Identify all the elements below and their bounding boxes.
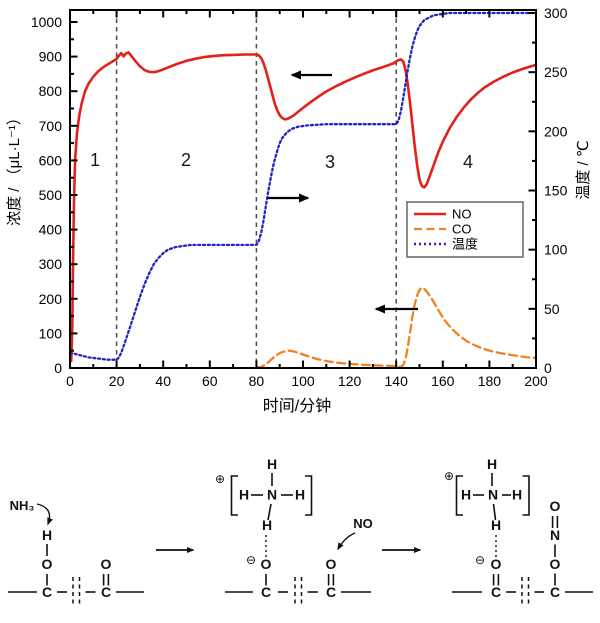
atom-label-h: H — [487, 456, 497, 472]
y-left-tick-label: 800 — [39, 83, 63, 99]
y-right-tick-label: 150 — [544, 183, 568, 199]
structure-ammonium-nitrite: ⊕ H H N H H ⊖ O C C O N O — [444, 456, 593, 607]
x-tick-label: 180 — [478, 373, 502, 389]
atom-label-c: C — [261, 584, 271, 600]
y-left-tick-label: 100 — [39, 325, 63, 341]
atom-label-h: H — [239, 487, 249, 503]
x-tick-label: 160 — [431, 373, 455, 389]
plot-area: 0 20 40 60 80 100 120 140 160 180 2000100200300400… — [31, 5, 568, 389]
no-label: NO — [353, 516, 373, 531]
atom-label-n: N — [488, 487, 498, 503]
atom-label-o: O — [42, 556, 53, 572]
legend-box — [406, 201, 524, 258]
structure-surface-hydroxyl-carbonyl: NH₃ H O C C O — [8, 498, 144, 607]
atom-label-o: O — [491, 556, 502, 572]
atom-label-c: C — [326, 584, 336, 600]
atom-label-h: H — [267, 456, 277, 472]
series-line-temp — [68, 11, 538, 361]
region-label-3: 3 — [325, 152, 335, 172]
plus-charge: ⊕ — [444, 469, 454, 483]
x-tick-label: 120 — [338, 373, 362, 389]
atom-label-n: N — [550, 527, 560, 543]
legend: NO CO 温度 — [406, 201, 524, 258]
atom-label-c: C — [101, 584, 111, 600]
reaction-mechanism-diagram: NH₃ H O C C O ⊕ H H N H H ⊖ O C — [8, 456, 593, 607]
minus-charge: ⊖ — [246, 553, 256, 567]
nh3-attack-arrow-icon — [36, 503, 53, 526]
y-right-tick-label: 200 — [544, 123, 568, 139]
x-tick-label: 140 — [385, 373, 409, 389]
atom-label-h: H — [42, 527, 52, 543]
x-axis-title: 时间/分钟 — [263, 397, 331, 415]
series-line-co — [255, 286, 538, 369]
bond-n-h — [267, 503, 272, 521]
y-left-tick-label: 600 — [39, 152, 63, 168]
atom-label-o: O — [550, 498, 561, 514]
x-tick-label: 40 — [155, 373, 171, 389]
region-label-1: 1 — [90, 150, 100, 170]
y-left-axis-title: 浓度 / （μL·L⁻¹） — [6, 110, 23, 226]
x-tick-label: 0 — [66, 373, 74, 389]
region-label-4: 4 — [463, 152, 473, 172]
y-left-tick-label: 500 — [39, 187, 63, 203]
x-tick-label: 80 — [249, 373, 265, 389]
atom-label-h: H — [295, 487, 305, 503]
atom-label-c: C — [491, 584, 501, 600]
plus-charge: ⊕ — [215, 472, 225, 486]
left-bracket — [230, 475, 238, 516]
plot-frame — [69, 9, 537, 369]
legend-temp-label: 温度 — [452, 237, 478, 252]
y-left-tick-label: 0 — [54, 360, 62, 376]
atom-label-h: H — [491, 517, 501, 533]
x-tick-label: 100 — [291, 373, 315, 389]
y-left-tick-label: 400 — [39, 222, 63, 238]
y-left-tick-label: 300 — [39, 256, 63, 272]
x-tick-label: 200 — [524, 373, 548, 389]
right-bracket — [305, 475, 313, 516]
y-left-tick-label: 700 — [39, 118, 63, 134]
minus-charge: ⊖ — [475, 553, 485, 567]
atom-label-h: H — [512, 487, 522, 503]
y-right-axis-title: 温度 / ℃ — [575, 140, 592, 199]
y-right-tick-label: 100 — [544, 242, 568, 258]
y-right-tick-label: 250 — [544, 64, 568, 80]
series-line-no — [69, 51, 538, 363]
left-bracket — [455, 475, 463, 516]
nh3-label: NH₃ — [10, 498, 35, 513]
x-tick-label: 20 — [109, 373, 125, 389]
concentration-temperature-chart: 0 20 40 60 80 100 120 140 160 180 2000100200300400… — [6, 5, 592, 415]
atom-label-o: O — [326, 556, 337, 572]
atom-label-o: O — [261, 556, 272, 572]
y-left-tick-label: 900 — [39, 49, 63, 65]
atom-label-c: C — [42, 584, 52, 600]
y-right-tick-label: 300 — [544, 5, 568, 21]
y-left-tick-label: 200 — [39, 291, 63, 307]
no-attack-arrow-icon — [337, 532, 356, 551]
atom-label-n: N — [267, 487, 277, 503]
bond-n-h — [492, 503, 497, 521]
legend-no-label: NO — [452, 207, 472, 222]
structure-ammonium-adsorbed: ⊕ H H N H H ⊖ O C C O NO — [215, 456, 373, 607]
atom-label-c: C — [550, 584, 560, 600]
y-right-tick-label: 50 — [544, 301, 560, 317]
x-tick-label: 60 — [202, 373, 218, 389]
y-right-tick-label: 0 — [544, 360, 552, 376]
atom-label-o: O — [101, 556, 112, 572]
right-bracket — [522, 475, 530, 516]
atom-label-h: H — [262, 517, 272, 533]
atom-label-o: O — [550, 556, 561, 572]
region-label-2: 2 — [181, 150, 191, 170]
legend-co-label: CO — [452, 222, 472, 237]
atom-label-h: H — [461, 487, 471, 503]
y-left-tick-label: 1000 — [31, 14, 62, 30]
